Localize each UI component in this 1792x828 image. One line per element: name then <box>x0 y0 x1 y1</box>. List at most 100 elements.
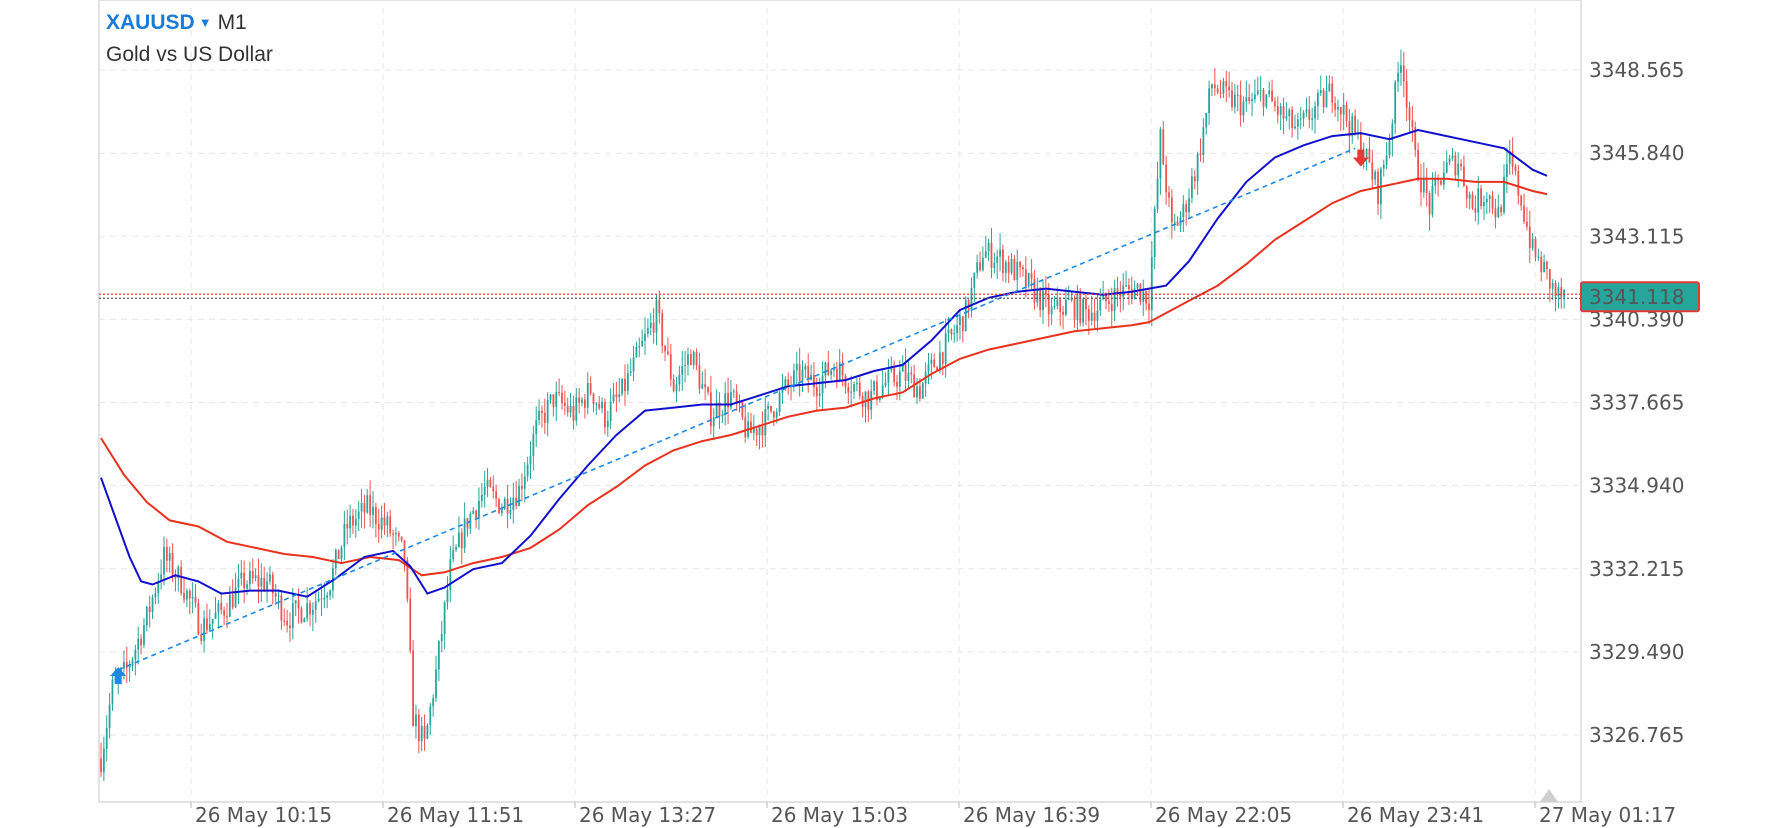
candle <box>366 489 369 514</box>
candle <box>967 299 970 319</box>
candle-body <box>692 352 695 365</box>
candle-body <box>269 574 271 582</box>
candle-body <box>787 379 790 385</box>
candle-body <box>1202 127 1205 156</box>
candle <box>561 385 563 410</box>
time-tick-label: 27 May 01:17 <box>1539 803 1676 827</box>
candle <box>423 714 426 751</box>
candle <box>1425 167 1428 207</box>
candle-body <box>601 401 603 409</box>
candle-body <box>203 618 205 641</box>
candle-body <box>1090 312 1093 321</box>
candle <box>1090 295 1093 326</box>
candle <box>850 375 853 408</box>
candle <box>767 401 770 421</box>
candle <box>1437 174 1440 197</box>
candle-body <box>1328 83 1331 92</box>
candle-body <box>558 392 561 394</box>
candle-body <box>395 532 397 535</box>
candle <box>1308 95 1311 129</box>
candle <box>1176 216 1179 227</box>
candle <box>377 508 380 543</box>
candle-body <box>632 357 635 372</box>
candle-body <box>644 333 646 341</box>
candle-body <box>1548 269 1551 289</box>
time-tick-label: 26 May 13:27 <box>579 803 716 827</box>
candle <box>455 544 457 553</box>
time-tick-label: 26 May 15:03 <box>771 803 908 827</box>
candle <box>1093 298 1096 329</box>
candle <box>1548 268 1551 303</box>
candle-body <box>349 515 352 529</box>
symbol-dropdown-icon[interactable]: ▼ <box>198 15 212 30</box>
candle-body <box>237 578 240 588</box>
candle-body <box>386 516 389 526</box>
candle-body <box>758 426 761 436</box>
candle <box>498 497 500 515</box>
candle <box>586 372 589 415</box>
candle <box>1019 260 1022 278</box>
candle-body <box>1282 106 1285 119</box>
candle <box>286 609 289 633</box>
candle <box>397 530 400 542</box>
scroll-to-end-icon[interactable] <box>1540 789 1558 802</box>
candle <box>1082 297 1085 327</box>
candle <box>263 566 266 592</box>
candle <box>1460 159 1462 171</box>
candle-body <box>893 368 896 382</box>
candle <box>337 549 340 560</box>
candle <box>363 494 366 529</box>
candle-body <box>910 372 913 375</box>
candle-body <box>1142 291 1145 302</box>
candle-body <box>598 403 601 409</box>
candle <box>486 467 489 497</box>
candle-body <box>833 368 835 371</box>
candle <box>641 329 644 347</box>
candle <box>732 388 735 398</box>
candle-body <box>183 593 185 600</box>
timeframe-label[interactable]: M1 <box>217 11 247 34</box>
symbol-label[interactable]: XAUUSD <box>106 11 195 34</box>
grid-lines <box>99 8 1581 802</box>
candle <box>953 324 956 343</box>
candle-body <box>555 392 558 407</box>
candle <box>1505 147 1508 193</box>
candle <box>1059 297 1062 327</box>
candle-body <box>1308 109 1311 120</box>
candle <box>214 597 217 620</box>
candle <box>354 509 357 538</box>
candle-body <box>592 393 595 405</box>
candle-body <box>1067 299 1070 301</box>
candle <box>1379 166 1382 220</box>
candle-body <box>334 549 337 569</box>
candle-body <box>1205 112 1208 128</box>
candle-body <box>1139 284 1142 302</box>
candle <box>429 702 432 735</box>
candle <box>1245 80 1248 112</box>
candle <box>177 565 180 592</box>
candle <box>311 602 314 632</box>
candle <box>827 350 830 377</box>
candle <box>1265 94 1268 109</box>
candle <box>420 716 423 751</box>
candle-body <box>223 610 226 616</box>
candle-body <box>907 372 910 381</box>
candle-body <box>220 603 223 611</box>
candle-body <box>323 598 326 600</box>
candle <box>1274 97 1276 112</box>
candle <box>211 618 214 640</box>
candle-body <box>1520 195 1523 206</box>
candle-body <box>795 364 798 371</box>
candle <box>437 640 440 681</box>
candle <box>163 536 165 586</box>
candle-body <box>1342 104 1345 115</box>
candle-body <box>569 405 572 413</box>
candle <box>750 412 752 434</box>
candle-body <box>254 575 257 579</box>
candle <box>343 510 346 561</box>
candle-body <box>950 329 953 335</box>
candle <box>609 388 612 430</box>
candle-body <box>1085 298 1087 310</box>
candle <box>1354 109 1357 137</box>
